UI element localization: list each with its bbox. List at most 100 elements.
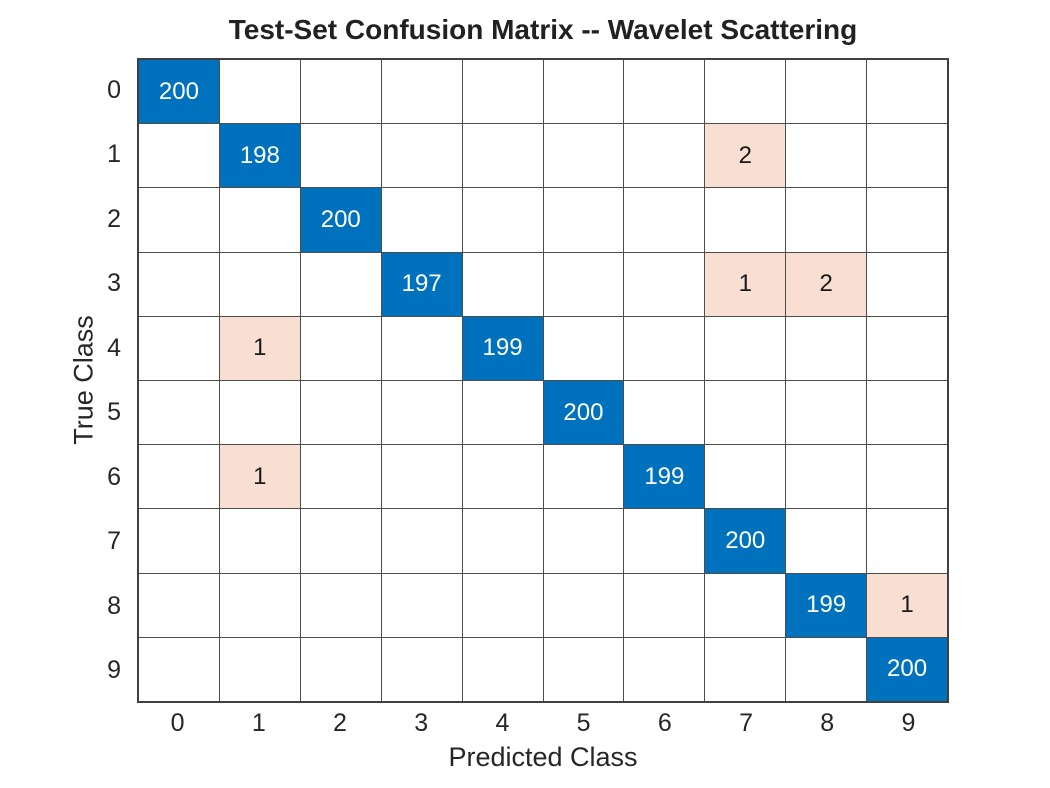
matrix-cell: [381, 445, 462, 509]
matrix-cell: [219, 381, 300, 445]
x-tick-label: 3: [414, 709, 429, 737]
matrix-cell: 200: [705, 509, 786, 573]
matrix-cell: [543, 509, 624, 573]
y-tick-label: 8: [107, 591, 121, 620]
matrix-cell: [219, 573, 300, 637]
matrix-cell: 2: [786, 252, 867, 316]
matrix-cell: [139, 252, 219, 316]
matrix-cell: [219, 252, 300, 316]
matrix-cell: [300, 252, 381, 316]
matrix-cell: [705, 188, 786, 252]
matrix-cell: [624, 252, 705, 316]
matrix-cell: [867, 445, 947, 509]
matrix-cell: [867, 252, 947, 316]
matrix-cell: [543, 445, 624, 509]
y-tick-label: 1: [107, 140, 121, 169]
matrix-cell: [219, 509, 300, 573]
matrix-cell: [624, 637, 705, 701]
matrix-cell: [381, 573, 462, 637]
y-tick-label: 4: [107, 333, 121, 362]
matrix-cell: [543, 252, 624, 316]
matrix-cell: [462, 637, 543, 701]
y-tick-label: 0: [107, 75, 121, 104]
matrix-cell: [381, 188, 462, 252]
matrix-cell: [300, 124, 381, 188]
matrix-cell: [705, 637, 786, 701]
matrix-cell: 1: [219, 445, 300, 509]
matrix-cell: 197: [381, 252, 462, 316]
matrix-cell: [381, 124, 462, 188]
matrix-cell: [624, 60, 705, 124]
y-axis-tick-labels: 0 1 2 3 4 5 6 7 8 9: [70, 58, 127, 703]
matrix-cell: 198: [219, 124, 300, 188]
matrix-cell: 200: [543, 381, 624, 445]
matrix-cell: [462, 445, 543, 509]
matrix-cell: 1: [705, 252, 786, 316]
matrix-cell: 199: [624, 445, 705, 509]
matrix-cell: [624, 381, 705, 445]
x-tick-label: 0: [170, 709, 185, 737]
matrix-cell: [624, 316, 705, 380]
matrix-cell: [219, 637, 300, 701]
matrix-cell: [867, 188, 947, 252]
matrix-cell: [705, 573, 786, 637]
matrix-cell: [867, 509, 947, 573]
matrix-cell: [462, 381, 543, 445]
matrix-cell: [786, 124, 867, 188]
x-axis-label: Predicted Class: [448, 742, 638, 772]
matrix-cell: [786, 509, 867, 573]
matrix-cell: [300, 637, 381, 701]
matrix-cell: [867, 60, 947, 124]
matrix-cell: [462, 509, 543, 573]
x-tick-label: 2: [333, 709, 347, 737]
matrix-cell: [300, 445, 381, 509]
matrix-cell: [543, 124, 624, 188]
matrix-cell: [219, 60, 300, 124]
matrix-cell: 2: [705, 124, 786, 188]
matrix-cell: [543, 573, 624, 637]
matrix-cell: [300, 60, 381, 124]
matrix-cell: [139, 124, 219, 188]
matrix-cell: [381, 637, 462, 701]
matrix-cell: 199: [462, 316, 543, 380]
matrix-cell: [705, 381, 786, 445]
matrix-cell: 200: [867, 637, 947, 701]
matrix-cell: [624, 188, 705, 252]
matrix-cell: [381, 316, 462, 380]
matrix-cell: [381, 381, 462, 445]
matrix-cell: [705, 445, 786, 509]
matrix-cell: [462, 188, 543, 252]
matrix-cell: [543, 637, 624, 701]
matrix-cell: [462, 60, 543, 124]
y-tick-label: 9: [107, 656, 121, 685]
y-tick-label: 2: [107, 204, 121, 233]
y-tick-label: 5: [107, 398, 121, 427]
matrix-cell: [300, 509, 381, 573]
matrix-cell: [139, 573, 219, 637]
matrix-cell: [543, 316, 624, 380]
x-tick-label: 7: [739, 709, 753, 737]
matrix-cell: [139, 316, 219, 380]
matrix-cell: [462, 573, 543, 637]
y-tick-label: 7: [107, 527, 121, 556]
matrix-cell: [867, 124, 947, 188]
x-tick-label: 5: [576, 709, 591, 737]
matrix-cell: [300, 573, 381, 637]
matrix-cell: [624, 573, 705, 637]
matrix-cell: [381, 60, 462, 124]
matrix-cell: [786, 637, 867, 701]
x-tick-label: 4: [495, 709, 510, 737]
matrix-cell: 200: [139, 60, 219, 124]
matrix-cell: [543, 188, 624, 252]
y-tick-label: 3: [107, 269, 121, 298]
matrix-cell: [139, 637, 219, 701]
confusion-matrix-grid: 200 198 2 200 197 1 2 1 199 200 1 199 200 199 1 200: [137, 58, 949, 703]
matrix-cell: [786, 188, 867, 252]
matrix-cell: [705, 60, 786, 124]
matrix-cell: 200: [300, 188, 381, 252]
matrix-cell: [786, 316, 867, 380]
matrix-cell: [462, 124, 543, 188]
matrix-cell: [786, 60, 867, 124]
matrix-cell: [219, 188, 300, 252]
